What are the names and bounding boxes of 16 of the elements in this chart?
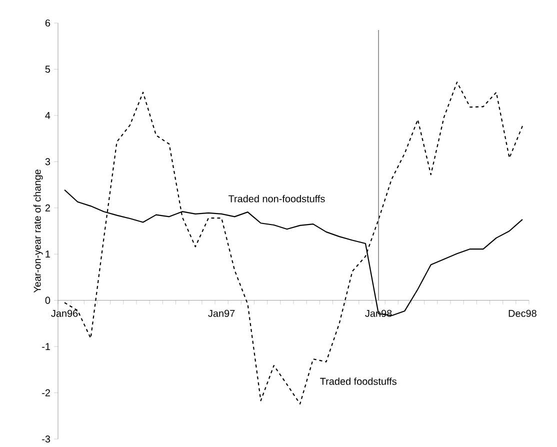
x-tick-label: Jan96 xyxy=(51,310,78,317)
y-tick-label: 1 xyxy=(46,250,50,258)
y-tick-label: 6 xyxy=(45,19,50,27)
y-tick-label: -1 xyxy=(42,343,50,350)
y-tick-label: 3 xyxy=(45,158,50,166)
series-label: Traded non-foodstuffs xyxy=(228,194,325,202)
y-tick-label: 5 xyxy=(45,66,50,73)
y-tick-label: -2 xyxy=(42,389,50,396)
y-tick-label: 2 xyxy=(45,204,50,212)
series-label: Traded foodstuffs xyxy=(320,378,396,385)
y-tick-label: 4 xyxy=(45,112,50,119)
x-tick-label: Dec98 xyxy=(508,310,536,317)
y-tick-label: 0 xyxy=(45,296,50,304)
x-tick-label: Jan97 xyxy=(208,310,235,317)
y-axis-title: Year-on-year rate of change xyxy=(33,170,43,293)
y-tick-label: -3 xyxy=(42,435,50,443)
